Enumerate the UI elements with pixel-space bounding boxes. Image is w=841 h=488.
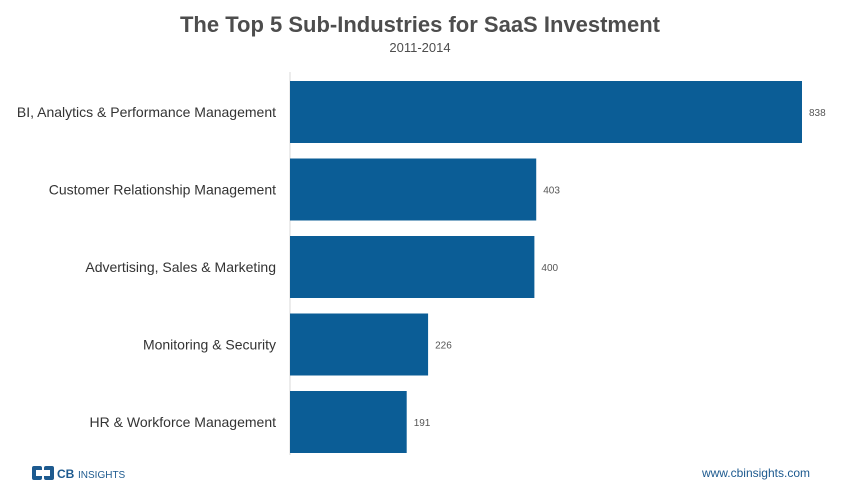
category-label-bi-analytics-performance-management: BI, Analytics & Performance Management xyxy=(17,104,276,120)
value-label-customer-relationship-management: 403 xyxy=(543,186,560,197)
logo-text-insights: INSIGHTS xyxy=(78,470,126,481)
value-label-advertising-sales-marketing: 400 xyxy=(541,263,558,274)
footer-url[interactable]: www.cbinsights.com xyxy=(701,466,810,480)
bar-bi-analytics-performance-management xyxy=(290,81,802,143)
chart-subtitle: 2011-2014 xyxy=(389,40,450,55)
value-label-hr-workforce-management: 191 xyxy=(414,418,431,429)
bars-group: BI, Analytics & Performance Management 83… xyxy=(17,81,826,453)
value-label-monitoring-security: 226 xyxy=(435,341,452,352)
chart-title: The Top 5 Sub-Industries for SaaS Invest… xyxy=(180,12,661,37)
cb-insights-logo: CB INSIGHTS xyxy=(32,466,126,481)
category-label-monitoring-security: Monitoring & Security xyxy=(143,337,276,353)
category-label-customer-relationship-management: Customer Relationship Management xyxy=(49,182,276,198)
logo-text-cb: CB xyxy=(57,467,75,481)
bar-hr-workforce-management xyxy=(290,391,407,453)
value-label-bi-analytics-performance-management: 838 xyxy=(809,108,826,119)
bar-advertising-sales-marketing xyxy=(290,236,535,298)
bar-customer-relationship-management xyxy=(290,158,537,221)
category-label-hr-workforce-management: HR & Workforce Management xyxy=(90,414,277,430)
cb-logo-icon xyxy=(32,466,54,480)
category-label-advertising-sales-marketing: Advertising, Sales & Marketing xyxy=(85,259,276,275)
bar-monitoring-security xyxy=(290,313,429,376)
